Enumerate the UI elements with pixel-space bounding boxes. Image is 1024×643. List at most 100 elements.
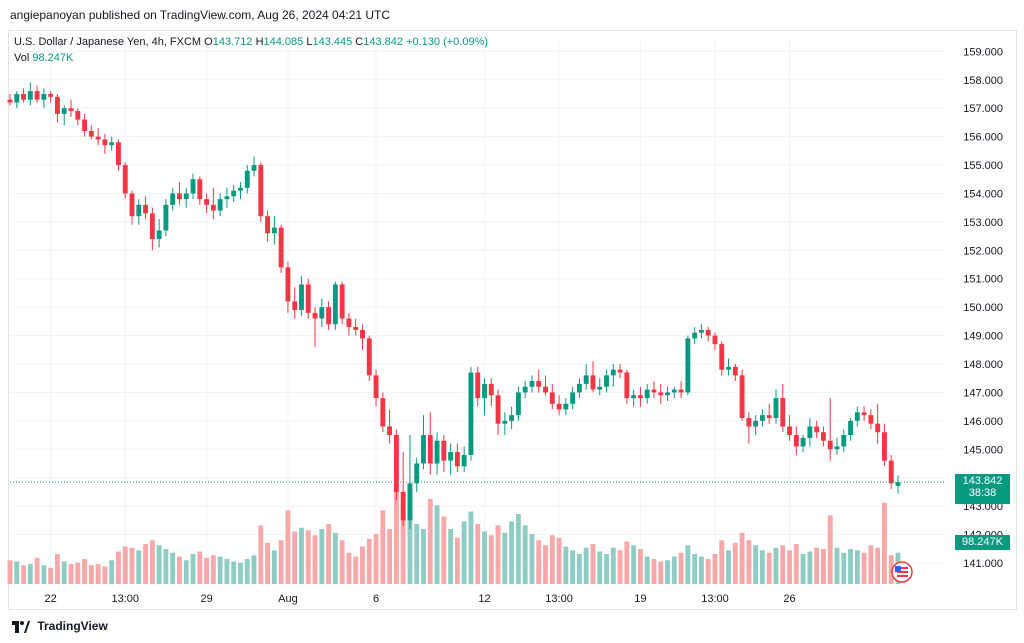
volume-bar (807, 551, 813, 584)
tradingview-logo-icon (12, 620, 30, 633)
candle-body (766, 415, 772, 418)
chart-frame (8, 30, 1017, 610)
candle-body (400, 491, 406, 521)
volume-bar (278, 540, 284, 584)
volume-bar (671, 556, 677, 584)
price-tick-label: 146.000 (963, 416, 1003, 428)
volume-bar (299, 527, 304, 584)
price-tick-label: 148.000 (963, 359, 1003, 371)
volume-bar (726, 550, 731, 584)
candle-body (88, 130, 94, 137)
price-tick-label: 158.000 (963, 75, 1003, 87)
candle-body (597, 386, 603, 390)
candle-body (502, 420, 508, 424)
candle-body (468, 372, 474, 455)
candle-body (563, 403, 569, 410)
volume-bar (468, 511, 474, 584)
candle-body (814, 426, 820, 433)
volume-bar (712, 554, 718, 584)
candle-body (278, 227, 284, 268)
volume-bar (197, 551, 203, 584)
high-label: H (255, 36, 264, 48)
candle-body (414, 463, 420, 484)
volume-bar (75, 562, 81, 584)
volume-bar (224, 559, 230, 584)
volume-bar (339, 540, 345, 584)
volume-bar (102, 566, 108, 584)
candle-body (827, 440, 833, 450)
legend-volume-row: Vol 98.247K (14, 50, 488, 66)
published-header: angiepanoyan published on TradingView.co… (0, 0, 1024, 30)
volume-bar (570, 550, 576, 584)
candle-body (848, 420, 853, 436)
volume-bar (529, 534, 535, 584)
time-axis[interactable]: 22 13:00 29 Aug 6 12 13:00 19 13:00 26 (45, 593, 796, 605)
volume-bar (739, 532, 745, 584)
candle-body (753, 420, 759, 427)
candle-body (204, 199, 210, 205)
volume-bar (637, 549, 643, 584)
candle-body (129, 193, 135, 217)
volume-bar (875, 547, 881, 584)
candle-body (149, 213, 155, 239)
candle-body (312, 312, 318, 319)
volume-bar (251, 555, 257, 584)
candle-body (658, 392, 664, 396)
close-label: C (355, 36, 364, 48)
volume-bar (305, 530, 311, 584)
volume-bar (346, 552, 352, 584)
candle-body (454, 452, 460, 467)
volume-bar (488, 535, 494, 584)
volume-bar (441, 516, 447, 584)
volume-bar (522, 525, 528, 584)
candle-body (170, 193, 176, 205)
time-tick-label: 22 (45, 593, 57, 605)
candle-body (122, 165, 128, 194)
volume-bar (868, 545, 874, 584)
candle-body (244, 170, 250, 188)
volume-bar (332, 532, 338, 584)
volume-bar (848, 549, 853, 584)
price-grid (10, 40, 945, 584)
candle-body (41, 94, 47, 100)
candle-body (590, 375, 596, 390)
candle-body (488, 383, 494, 396)
volume-bar (556, 537, 562, 584)
candle-body (780, 398, 786, 427)
volume-bar (353, 556, 359, 584)
volume-bar (163, 549, 169, 584)
candle-body (82, 119, 88, 131)
volume-bar (515, 514, 521, 584)
candle-body (102, 139, 108, 146)
volume-bar (597, 551, 603, 584)
candle-body (224, 196, 230, 200)
price-tick-label: 151.000 (963, 274, 1003, 286)
volume-bar (705, 559, 711, 584)
volume-bar (271, 550, 277, 584)
volume-bar (854, 550, 860, 584)
volume-bar (400, 509, 406, 584)
candle-body (678, 389, 684, 393)
time-tick-label: Aug (278, 593, 298, 605)
price-tick-label: 153.000 (963, 217, 1003, 229)
volume-bar (658, 561, 664, 584)
volume-bar (292, 531, 298, 584)
volume-bar (393, 491, 399, 584)
volume-bar (7, 560, 13, 584)
chart-legend: U.S. Dollar / Japanese Yen, 4h, FXCM O14… (14, 34, 488, 66)
volume-bar (841, 552, 847, 584)
price-tick-label: 145.000 (963, 444, 1003, 456)
volume-bar (583, 547, 589, 584)
candle-body (875, 423, 881, 433)
last-price-value: 143.842 (962, 475, 1003, 488)
price-tick-label: 154.000 (963, 188, 1003, 200)
time-tick-label: 26 (783, 593, 795, 605)
tradingview-brand: TradingView (37, 619, 108, 633)
volume-bar (793, 544, 799, 584)
price-tick-label: 155.000 (963, 160, 1003, 172)
candle-body (231, 190, 237, 197)
candle-body (631, 395, 637, 399)
volume-value: 98.247K (32, 52, 74, 64)
candle-body (143, 204, 149, 214)
